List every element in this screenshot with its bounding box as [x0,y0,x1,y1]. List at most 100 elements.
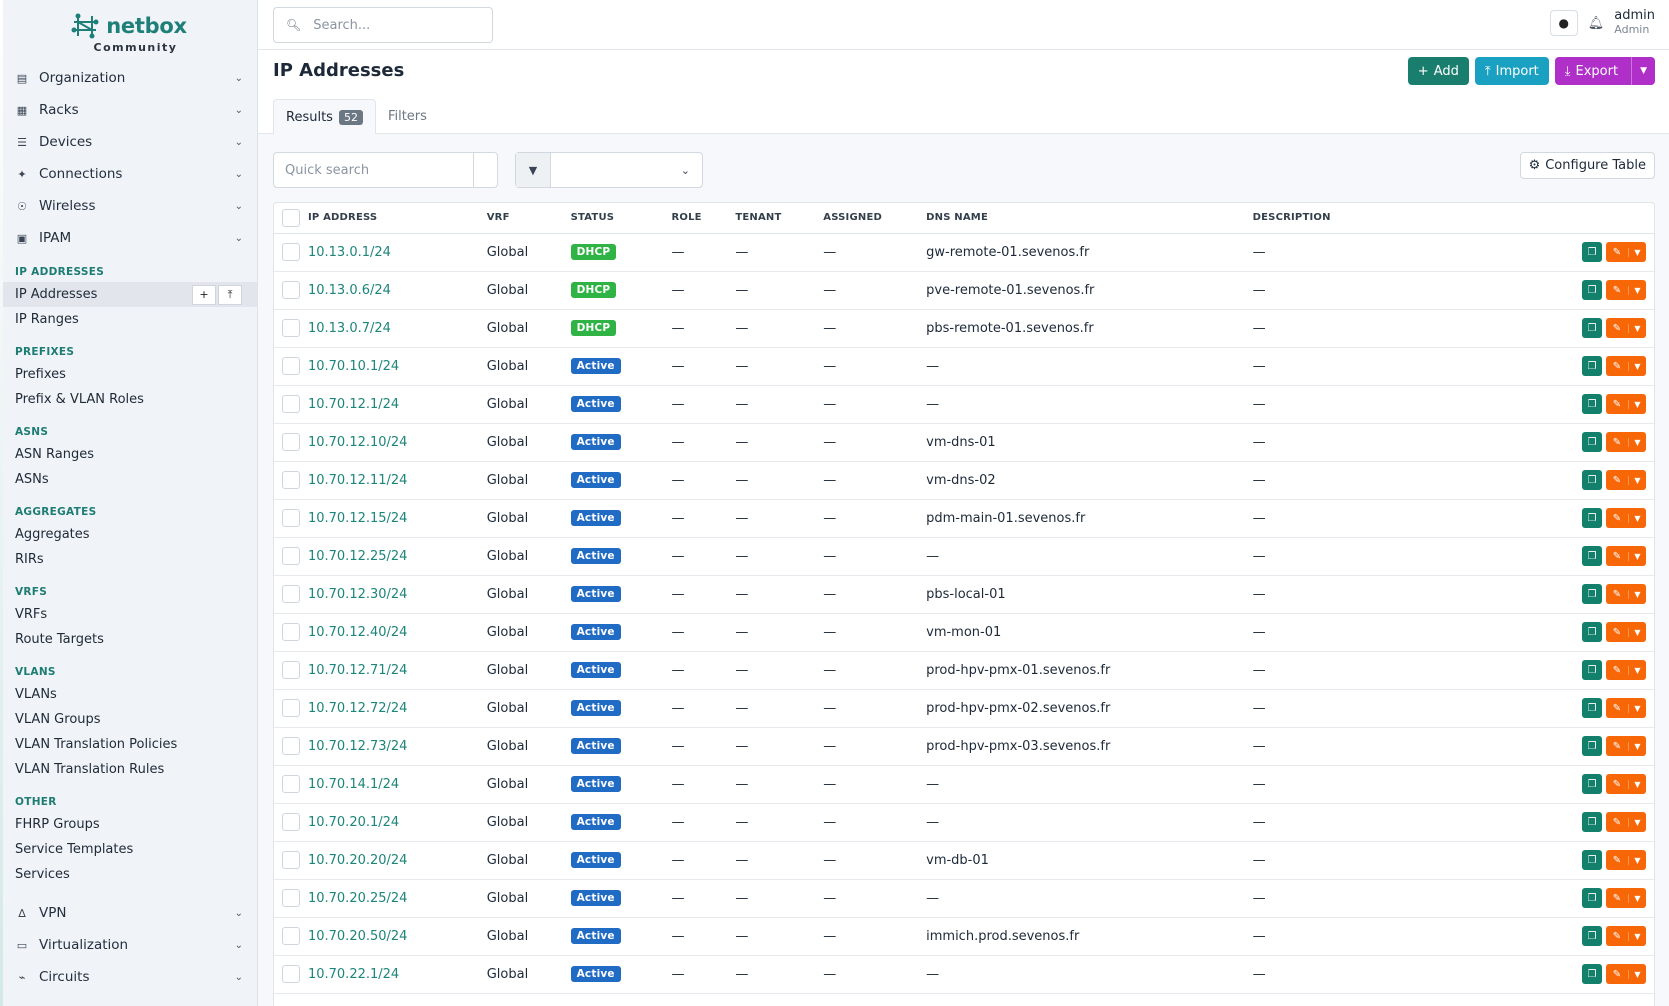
nav-wireless[interactable]: ☉ Wireless ⌄ [0,190,257,222]
netbox-logo[interactable]: netbox Community [0,0,257,62]
theme-toggle-lightbulb-icon[interactable]: ● [1549,10,1578,36]
edit-button[interactable]: ✎ ▼ [1606,356,1646,376]
edit-button[interactable]: ✎ ▼ [1606,470,1646,490]
column-dns-name[interactable]: DNS Name [926,203,1253,234]
sidebar-item-service-templates[interactable]: Service Templates [0,837,257,862]
edit-button[interactable]: ✎ ▼ [1606,318,1646,338]
row-checkbox[interactable] [282,737,300,755]
chevron-down-icon[interactable]: ▼ [1628,399,1646,409]
edit-button[interactable]: ✎ ▼ [1606,584,1646,604]
export-button[interactable]: ⤓ Export ▼ [1554,57,1655,85]
clone-icon[interactable]: ❐ [1582,546,1602,566]
ip-address-link[interactable]: 10.70.12.73/24 [307,738,408,754]
chevron-down-icon[interactable]: ▼ [1628,665,1646,675]
chevron-down-icon[interactable]: ▼ [1628,475,1646,485]
edit-button[interactable]: ✎ ▼ [1606,812,1646,832]
chevron-down-icon[interactable]: ▼ [1628,969,1646,979]
nav-vpn[interactable]: ∆ VPN ⌄ [0,897,257,929]
select-all-checkbox[interactable] [282,208,300,227]
global-search[interactable]: 🔍︎ Search... [273,7,493,43]
edit-button[interactable]: ✎ ▼ [1606,280,1646,300]
ip-address-link[interactable]: 10.70.12.72/24 [307,700,408,716]
chevron-down-icon[interactable]: ▼ [1628,589,1646,599]
nav-organization[interactable]: ▤ Organization ⌄ [0,62,257,94]
ip-address-link[interactable]: 10.13.0.1/24 [307,244,391,260]
clone-icon[interactable]: ❐ [1582,774,1602,794]
column-role[interactable]: Role [671,203,736,234]
chevron-down-icon[interactable]: ▼ [1628,931,1646,941]
ip-address-link[interactable]: 10.70.12.1/24 [307,396,400,412]
row-checkbox[interactable] [282,319,300,337]
row-checkbox[interactable] [282,433,300,451]
nav-racks[interactable]: ▦ Racks ⌄ [0,94,257,126]
edit-button[interactable]: ✎ ▼ [1606,622,1646,642]
row-checkbox[interactable] [282,547,300,565]
clone-icon[interactable]: ❐ [1582,888,1602,908]
ip-address-link[interactable]: 10.70.14.1/24 [307,776,400,792]
edit-button[interactable]: ✎ ▼ [1606,660,1646,680]
edit-button[interactable]: ✎ ▼ [1606,508,1646,528]
clone-icon[interactable]: ❐ [1582,698,1602,718]
chevron-down-icon[interactable]: ▼ [1628,437,1646,447]
ip-address-link[interactable]: 10.70.12.40/24 [307,624,408,640]
clone-icon[interactable]: ❐ [1582,850,1602,870]
add-button[interactable]: + Add [1407,57,1469,85]
quick-search-input[interactable] [274,153,474,187]
column-assigned[interactable]: Assigned [823,203,927,234]
sidebar-item-prefix-vlan-roles[interactable]: Prefix & VLAN Roles [0,387,257,412]
clone-icon[interactable]: ❐ [1582,356,1602,376]
column-ip-address[interactable]: IP Address [307,203,487,234]
clone-icon[interactable]: ❐ [1582,242,1602,262]
upload-icon[interactable]: ⤒ [218,284,242,305]
edit-button[interactable]: ✎ ▼ [1606,698,1646,718]
edit-button[interactable]: ✎ ▼ [1606,736,1646,756]
sidebar-item-vlans[interactable]: VLANs [0,682,257,707]
nav-devices[interactable]: ☰ Devices ⌄ [0,126,257,158]
clone-icon[interactable]: ❐ [1582,432,1602,452]
nav-ipam[interactable]: ▣ IPAM ⌄ [0,222,257,254]
row-checkbox[interactable] [282,281,300,299]
clone-icon[interactable]: ❐ [1582,926,1602,946]
row-checkbox[interactable] [282,509,300,527]
ip-address-link[interactable]: 10.70.20.50/24 [307,928,408,944]
configure-table-button[interactable]: ⚙ Configure Table [1519,152,1655,179]
ip-address-link[interactable]: 10.13.0.6/24 [307,282,391,298]
saved-filter-select[interactable]: ▼ ⌄ [515,152,703,188]
sidebar-item-vlan-groups[interactable]: VLAN Groups [0,707,257,732]
clone-icon[interactable]: ❐ [1582,508,1602,528]
clone-icon[interactable]: ❐ [1582,964,1602,984]
chevron-down-icon[interactable]: ▼ [1628,361,1646,371]
column-tenant[interactable]: Tenant [735,203,824,234]
chevron-down-icon[interactable]: ▼ [1628,285,1646,295]
clone-icon[interactable]: ❐ [1582,622,1602,642]
clone-icon[interactable]: ❐ [1582,394,1602,414]
clone-icon[interactable]: ❐ [1582,660,1602,680]
edit-button[interactable]: ✎ ▼ [1606,432,1646,452]
sidebar-item-vlan-translation-rules[interactable]: VLAN Translation Rules [0,757,257,782]
sidebar-item-route-targets[interactable]: Route Targets [0,627,257,652]
clone-icon[interactable]: ❐ [1582,736,1602,756]
chevron-down-icon[interactable]: ▼ [1628,247,1646,257]
ip-address-link[interactable]: 10.70.22.1/24 [307,966,400,982]
row-checkbox[interactable] [282,813,300,831]
clone-icon[interactable]: ❐ [1582,280,1602,300]
row-checkbox[interactable] [282,623,300,641]
row-checkbox[interactable] [282,927,300,945]
user-menu[interactable]: admin Admin [1614,9,1655,37]
row-checkbox[interactable] [282,395,300,413]
edit-button[interactable]: ✎ ▼ [1606,774,1646,794]
sidebar-item-vrfs[interactable]: VRFs [0,602,257,627]
chevron-down-icon[interactable]: ▼ [1628,323,1646,333]
sidebar-item-aggregates[interactable]: Aggregates [0,522,257,547]
row-checkbox[interactable] [282,889,300,907]
chevron-down-icon[interactable]: ▼ [1628,703,1646,713]
chevron-down-icon[interactable]: ▼ [1628,779,1646,789]
ip-address-link[interactable]: 10.70.20.20/24 [307,852,408,868]
row-checkbox[interactable] [282,661,300,679]
sidebar-item-rirs[interactable]: RIRs [0,547,257,572]
tab-results[interactable]: Results 52 [273,99,376,134]
ip-address-link[interactable]: 10.70.12.30/24 [307,586,408,602]
row-checkbox[interactable] [282,357,300,375]
ip-address-link[interactable]: 10.70.10.1/24 [307,358,400,374]
row-checkbox[interactable] [282,775,300,793]
